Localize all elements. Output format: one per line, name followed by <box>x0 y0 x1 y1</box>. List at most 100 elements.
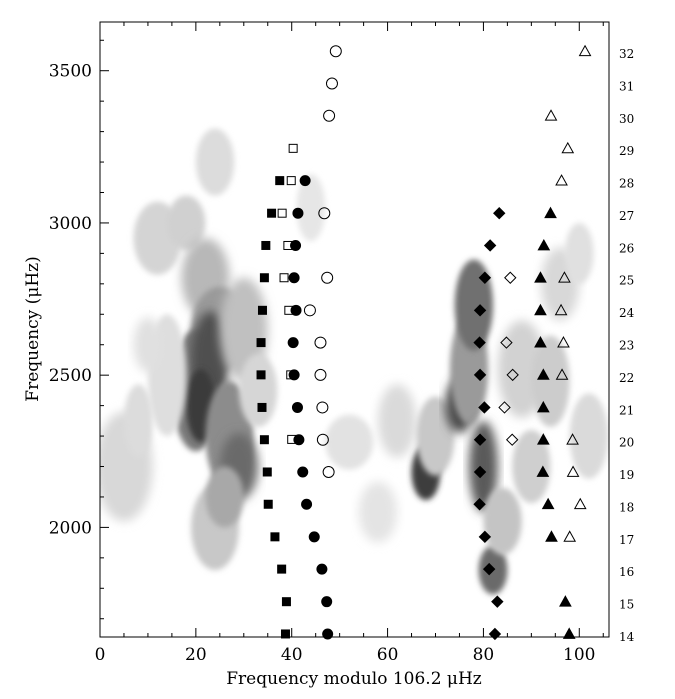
x-tick-label: 80 <box>473 645 495 665</box>
x-axis-title: Frequency modulo 106.2 μHz <box>226 669 482 689</box>
y-axis-title: Frequency (μHz) <box>23 256 43 401</box>
data-point-filled-triangle <box>545 530 558 542</box>
contour-blob <box>205 466 244 528</box>
data-point-open-triangle <box>544 109 558 121</box>
data-point-open-square <box>288 143 298 153</box>
data-point-filled-circle <box>292 207 304 219</box>
data-point-filled-square <box>256 370 266 380</box>
contour-blob <box>569 393 609 479</box>
data-point-filled-triangle <box>559 595 572 607</box>
order-label: 25 <box>619 274 634 288</box>
contour-blob <box>531 335 570 427</box>
data-point-filled-diamond <box>473 304 487 317</box>
data-point-open-diamond <box>498 401 511 414</box>
plot-frame <box>99 21 610 638</box>
power-density-contours <box>100 128 609 595</box>
order-label: 22 <box>619 371 634 385</box>
data-point-filled-diamond <box>478 401 491 414</box>
data-point-filled-diamond <box>473 498 486 511</box>
data-point-filled-square <box>256 338 266 348</box>
data-point-open-triangle <box>555 174 568 186</box>
data-point-filled-circle <box>297 466 309 478</box>
contour-blob <box>325 414 374 470</box>
data-point-filled-circle <box>288 272 300 284</box>
contour-blob <box>377 384 417 458</box>
data-point-filled-triangle <box>534 303 547 316</box>
order-label: 32 <box>619 47 634 61</box>
data-point-filled-circle <box>316 563 328 575</box>
data-point-filled-circle <box>308 531 320 543</box>
contour-blob <box>296 174 326 242</box>
data-point-filled-square <box>262 467 272 477</box>
x-tick-label: 60 <box>377 645 399 665</box>
data-point-open-circle <box>314 368 327 381</box>
data-point-open-circle <box>316 401 329 414</box>
order-label: 24 <box>619 306 635 320</box>
data-point-filled-square <box>263 499 273 509</box>
order-label: 30 <box>619 112 634 126</box>
mode-markers <box>256 44 592 641</box>
data-point-filled-circle <box>299 175 311 187</box>
data-point-filled-triangle <box>536 368 550 380</box>
data-point-filled-diamond <box>478 271 492 284</box>
y-tick-label: 3500 <box>49 62 92 82</box>
data-point-filled-square <box>259 273 269 283</box>
order-label: 26 <box>619 241 634 255</box>
x-tick-label: 20 <box>185 645 207 665</box>
contour-blob <box>133 317 163 373</box>
data-point-open-circle <box>316 433 329 446</box>
data-point-filled-triangle <box>536 400 550 413</box>
contour-blob <box>123 384 153 458</box>
data-point-filled-triangle <box>534 271 547 283</box>
data-point-open-diamond <box>505 433 519 446</box>
data-point-filled-square <box>267 208 277 218</box>
data-point-filled-circle <box>288 369 300 381</box>
data-point-filled-square <box>261 240 271 250</box>
data-point-filled-diamond <box>493 206 506 220</box>
data-point-open-circle <box>318 207 331 220</box>
data-point-filled-circle <box>322 628 334 640</box>
order-label: 21 <box>619 403 634 417</box>
contour-blob <box>483 487 522 555</box>
data-point-filled-diamond <box>478 530 492 544</box>
data-point-filled-square <box>257 305 267 315</box>
data-point-filled-square <box>275 176 285 186</box>
data-point-filled-diamond <box>483 239 497 252</box>
order-label: 29 <box>619 144 634 158</box>
contour-blob <box>416 396 455 476</box>
data-point-open-triangle <box>561 141 575 154</box>
data-point-filled-circle <box>287 337 299 349</box>
data-point-filled-triangle <box>536 433 550 445</box>
contour-blob <box>167 195 206 251</box>
x-tick-label: 100 <box>563 645 595 665</box>
order-label: 16 <box>619 565 634 579</box>
data-point-open-circle <box>323 109 336 122</box>
data-point-open-diamond <box>504 271 517 284</box>
data-point-filled-diamond <box>473 368 487 382</box>
data-point-open-triangle <box>554 303 568 316</box>
data-point-open-diamond <box>500 336 513 349</box>
data-point-open-diamond <box>506 368 519 382</box>
y-tick-label: 3000 <box>49 214 92 234</box>
y-tick-label: 2000 <box>49 518 92 538</box>
order-label: 20 <box>619 436 634 450</box>
data-point-open-circle <box>325 77 338 90</box>
order-label: 19 <box>619 468 634 482</box>
order-label: 18 <box>619 500 634 514</box>
order-label: 28 <box>619 177 634 191</box>
data-point-open-triangle <box>566 433 579 445</box>
y-tick-label: 2500 <box>49 366 92 386</box>
order-label: 15 <box>619 598 634 612</box>
data-point-filled-circle <box>301 498 313 510</box>
data-point-filled-diamond <box>473 433 487 446</box>
x-tick-label: 0 <box>95 645 106 665</box>
data-point-open-circle <box>314 336 327 349</box>
contour-blob <box>564 222 594 284</box>
data-point-filled-square <box>277 564 287 574</box>
data-point-open-square <box>286 176 296 186</box>
data-point-open-triangle <box>578 44 592 57</box>
order-label: 17 <box>619 533 634 547</box>
data-point-filled-square <box>270 532 280 542</box>
contour-blob <box>238 353 278 427</box>
